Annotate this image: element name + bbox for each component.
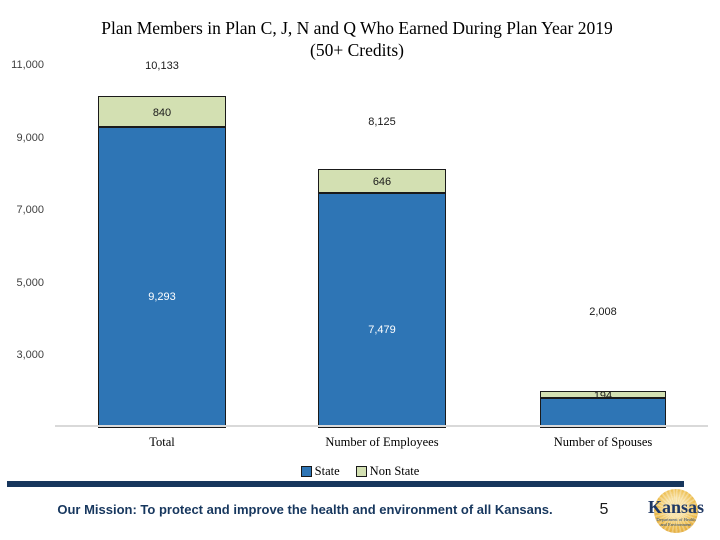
x-axis-line [55, 425, 708, 427]
chart-legend: State Non State [0, 464, 720, 479]
bar-segment-nonstate: 646 [318, 169, 446, 193]
logo-subtext-line1: Department of Health [656, 517, 696, 522]
bar-total-label: 8,125 [368, 116, 396, 128]
bar-value-label-nonstate: 840 [152, 106, 172, 119]
y-axis-tick-label: 7,000 [16, 204, 44, 217]
y-axis-tick-label: 3,000 [16, 349, 44, 362]
bar-segment-state: 1,814 [540, 398, 666, 428]
bar-segment-nonstate: 194 [540, 391, 666, 399]
category-label: Number of Employees [325, 435, 439, 449]
bar-value-label-nonstate: 194 [593, 391, 613, 399]
bar-total-label: 10,133 [145, 60, 179, 72]
y-axis-tick-label: 9,000 [16, 131, 44, 144]
sunburst-icon [654, 489, 698, 533]
bar-value-label-nonstate: 646 [372, 176, 392, 189]
chart-title: Plan Members in Plan C, J, N and Q Who E… [0, 17, 714, 61]
logo-subtext-line2: and Environment [660, 522, 692, 527]
y-axis-tick-label: 11,000 [11, 59, 44, 71]
kansas-logo: Kansas Department of Health and Environm… [636, 487, 716, 539]
y-axis-tick-label: 5,000 [16, 276, 44, 289]
legend-item-nonstate: Non State [355, 464, 420, 479]
footer-divider-bar [7, 481, 684, 487]
legend-label-nonstate: Non State [369, 464, 420, 478]
bar-segment-state: 7,479 [318, 192, 446, 428]
category-label: Total [149, 435, 175, 449]
chart-plot: 11,000 9,000 7,000 5,000 3,000 9,293 840 10,133… [11, 59, 666, 449]
legend-label-state: State [314, 464, 340, 478]
bar-value-label-state: 9,293 [148, 290, 176, 303]
mission-statement: Our Mission: To protect and improve the … [57, 502, 553, 517]
logo-subtext: Department of Health and Environment [636, 517, 716, 527]
bar-value-label-state: 7,479 [368, 323, 396, 336]
chart-title-line2: (50+ Credits) [310, 40, 404, 60]
bar-segment-state: 9,293 [98, 126, 226, 428]
legend-swatch-nonstate-icon [355, 466, 367, 477]
legend-swatch-state-icon [300, 466, 312, 477]
bar-total-label: 2,008 [589, 306, 617, 318]
category-label: Number of Spouses [553, 435, 653, 449]
bar-segment-nonstate: 840 [98, 96, 226, 127]
legend-item-state: State [300, 464, 340, 479]
chart-title-line1: Plan Members in Plan C, J, N and Q Who E… [101, 18, 613, 38]
page-number: 5 [599, 501, 609, 518]
logo-word: Kansas [647, 497, 705, 517]
